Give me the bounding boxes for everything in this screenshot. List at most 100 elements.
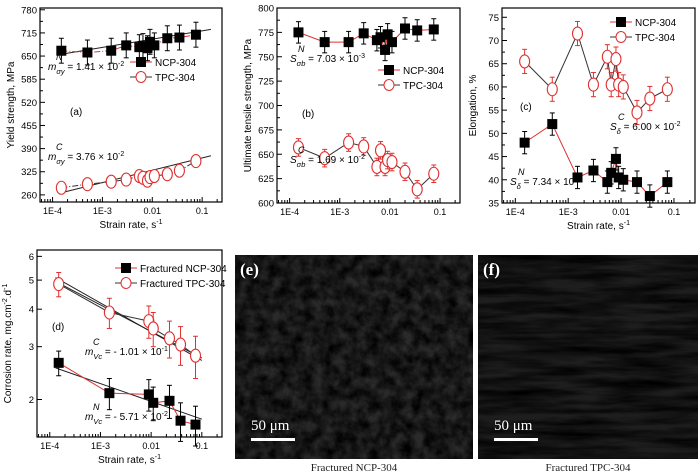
data-point-circle <box>190 154 202 169</box>
y-tick-label: 3 <box>29 342 34 353</box>
legend-marker-square <box>121 263 131 273</box>
y-axis-label: Elongation, % <box>468 75 479 137</box>
annotation-exponent: -3 <box>359 53 365 60</box>
annotation: Sδ = 7.34 × 10-3 <box>510 176 581 191</box>
x-axis-label: Strain rate, s-1 <box>100 219 163 231</box>
y-tick-label: 585 <box>21 75 37 86</box>
annotation-subscript: σy <box>56 157 66 166</box>
annotation-exponent: -2 <box>118 151 124 158</box>
data-point-square <box>412 25 423 36</box>
data-point-circle <box>81 177 93 192</box>
data-point-square <box>386 37 397 48</box>
legend-marker-circle <box>135 71 147 83</box>
caption-ncp: Fractured NCP-304 <box>310 462 398 474</box>
data-point-circle <box>587 77 599 92</box>
data-point-circle <box>644 91 656 106</box>
x-tick-label: 0.1 <box>196 441 209 451</box>
annotation-value: = - 5.71 × 10 <box>102 412 162 423</box>
data-point-square <box>319 37 330 48</box>
panel-label: (a) <box>70 107 82 118</box>
y-axis-label-sup: -1 <box>2 284 9 290</box>
y-axis-label-sup: -2 <box>2 298 9 304</box>
legend-marker-square <box>384 65 394 75</box>
legend-label: Fractured NCP-304 <box>140 264 227 275</box>
y-tick-label: 650 <box>258 150 274 161</box>
annotation-value: = 6.00 × 10 <box>621 122 675 133</box>
legend-marker-square <box>616 17 626 27</box>
x-axis-label: Strain rate, s-1 <box>98 454 161 466</box>
x-tick-label: 1E-3 <box>91 441 110 451</box>
y-tick-label: 40 <box>488 175 499 186</box>
annotation-value: = - 1.01 × 10 <box>102 347 162 358</box>
annotation-superscript: N <box>93 402 100 412</box>
x-tick-label: 1E-4 <box>506 207 525 217</box>
legend-label: TPC-304 <box>155 73 195 84</box>
annotation-subscript: σb <box>297 59 306 68</box>
data-point-square <box>400 23 411 34</box>
data-point-square <box>174 32 185 43</box>
chart-panel-3: 1E-4 1E-3 0.01 0.1 Strain rate, s-1 2 3 4 5 6 Corr… <box>2 249 227 466</box>
data-point-square <box>143 389 154 400</box>
data-point-circle <box>343 135 355 150</box>
annotation-value: = 7.03 × 10 <box>305 54 359 65</box>
plot-frame <box>39 7 223 203</box>
legend-label: Fractured TPC-304 <box>140 279 226 290</box>
y-tick-label: 75 <box>488 13 499 24</box>
plot-frame <box>501 7 696 204</box>
data-point-square <box>380 44 391 55</box>
data-point-circle <box>411 182 423 197</box>
annotation-subscript: σb <box>297 160 306 169</box>
data-point-square <box>343 37 354 48</box>
x-tick-label: 0.1 <box>668 207 681 217</box>
data-point-circle <box>173 163 185 178</box>
y-tick-label: 6 <box>29 252 34 263</box>
data-point-square <box>358 28 369 39</box>
y-tick-label: 65 <box>488 59 499 70</box>
data-point-circle <box>292 140 305 155</box>
data-point-circle <box>358 139 370 154</box>
annotation-symbol: m <box>85 347 93 358</box>
y-tick-label: 715 <box>21 28 37 39</box>
data-point-circle <box>174 337 187 352</box>
x-tick-label: 1E-4 <box>40 441 59 451</box>
annotation-symbol: S <box>510 177 517 188</box>
data-point-square <box>142 43 153 54</box>
data-point-square <box>618 174 629 185</box>
data-point-circle <box>661 82 673 97</box>
data-point-circle <box>428 166 440 181</box>
y-tick-label: 675 <box>258 125 274 136</box>
data-point-circle <box>631 105 643 120</box>
x-tick-label: 1E-4 <box>43 206 62 216</box>
y-tick-label: 325 <box>21 167 37 178</box>
y-tick-label: 625 <box>258 174 274 185</box>
x-axis-label-sup: -1 <box>156 219 162 226</box>
x-axis-label: Strain rate, s-1 <box>567 220 630 232</box>
data-point-circle <box>120 172 132 187</box>
annotation-symbol: m <box>48 152 56 163</box>
annotation: mVc = - 5.71 × 10-2 <box>85 411 168 426</box>
y-tick-label: 780 <box>21 5 37 16</box>
x-tick-label: 0.01 <box>142 441 160 451</box>
data-point-square <box>631 177 642 188</box>
data-point-circle <box>103 305 115 320</box>
y-tick-label: 2 <box>29 395 34 406</box>
sem-image-ncp: (e) 50 μm <box>235 255 473 459</box>
annotation-symbol: S <box>290 155 297 166</box>
annotation-subscript: δ <box>617 127 622 136</box>
x-tick-label: 1E-3 <box>330 207 349 217</box>
legend-label: TPC-304 <box>635 33 675 44</box>
annotation-value: = 1.69 × 10 <box>305 155 359 166</box>
data-point-square <box>602 177 613 188</box>
y-tick-label: 35 <box>488 199 499 210</box>
panel-label-e: (e) <box>240 260 259 279</box>
x-tick-label: 1E-3 <box>559 207 578 217</box>
data-point-circle <box>374 143 387 158</box>
data-point-square <box>121 40 132 51</box>
annotation-symbol: S <box>290 54 297 65</box>
y-tick-label: 725 <box>258 77 274 88</box>
panel-label-f: (f) <box>483 260 500 279</box>
x-tick-label: 0.01 <box>144 206 162 216</box>
legend-label: TPC-304 <box>403 81 443 92</box>
chart-panel-1: 1E-4 1E-3 0.01 0.1 600 625 650 675 700 725 750 775 8… <box>243 4 461 217</box>
